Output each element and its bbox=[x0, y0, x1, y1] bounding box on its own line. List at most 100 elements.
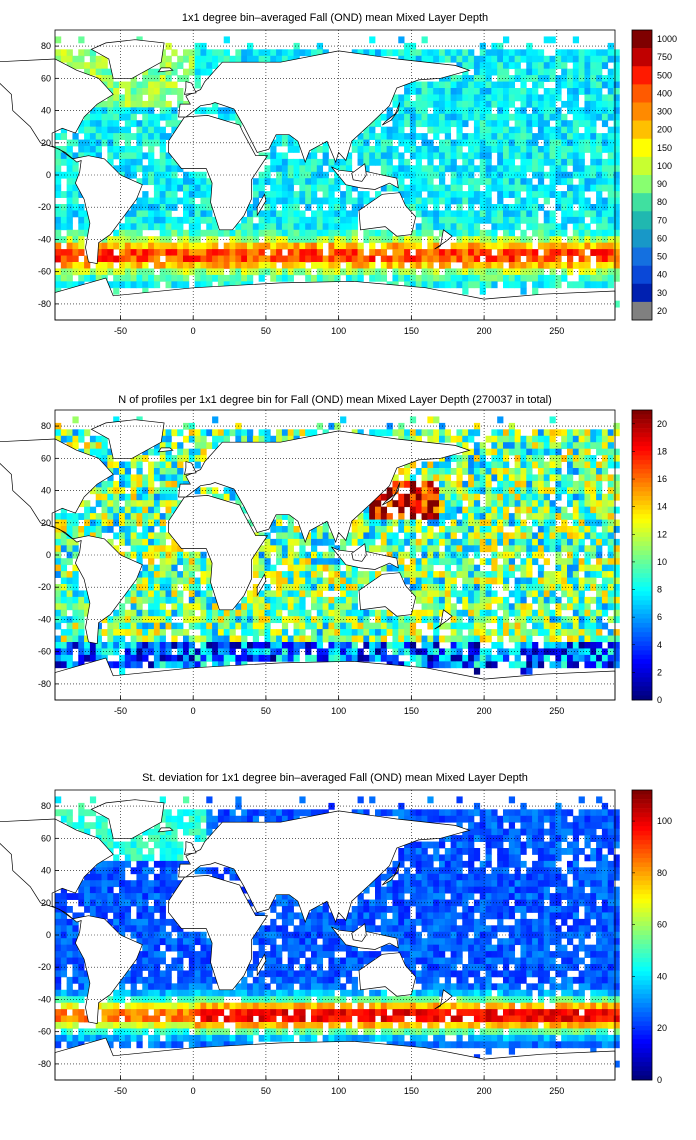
colorbar-label: 60 bbox=[657, 920, 667, 930]
x-tick-label: 0 bbox=[191, 326, 196, 336]
colorbar-label: 4 bbox=[657, 640, 662, 650]
x-tick-label: 200 bbox=[477, 326, 492, 336]
map-panel-count: N of profiles per 1x1 degree bin for Fal… bbox=[0, 380, 696, 760]
colorbar-swatch bbox=[632, 193, 652, 212]
map-title: St. deviation for 1x1 degree bin–average… bbox=[142, 772, 528, 784]
x-tick-label: 100 bbox=[331, 326, 346, 336]
y-tick-label: 0 bbox=[46, 170, 51, 180]
y-tick-label: 60 bbox=[41, 833, 51, 843]
y-tick-label: -80 bbox=[38, 299, 51, 309]
colorbar-label: 18 bbox=[657, 446, 667, 456]
x-tick-label: -50 bbox=[114, 706, 127, 716]
colorbar-label: 1000 bbox=[657, 34, 677, 44]
colorbar-label: 150 bbox=[657, 143, 672, 153]
colorbar-label: 70 bbox=[657, 215, 667, 225]
grid-lines bbox=[55, 790, 615, 1080]
colorbar-label: 500 bbox=[657, 70, 672, 80]
colorbar-label: 8 bbox=[657, 585, 662, 595]
colorbar-label: 200 bbox=[657, 125, 672, 135]
y-tick-label: -60 bbox=[38, 267, 51, 277]
x-tick-label: 50 bbox=[261, 326, 271, 336]
colorbar-swatch bbox=[632, 84, 652, 103]
colorbar-label: 0 bbox=[657, 695, 662, 705]
colorbar-swatch bbox=[632, 30, 652, 49]
field-cells bbox=[55, 36, 620, 308]
colorbar-label: 100 bbox=[657, 161, 672, 171]
y-tick-label: 40 bbox=[41, 866, 51, 876]
map-title: 1x1 degree bin–averaged Fall (OND) mean … bbox=[181, 12, 489, 24]
colorbar-label: 80 bbox=[657, 197, 667, 207]
y-tick-label: -20 bbox=[38, 582, 51, 592]
x-tick-label: 250 bbox=[549, 706, 564, 716]
y-tick-label: -60 bbox=[38, 1027, 51, 1037]
x-tick-label: 150 bbox=[404, 326, 419, 336]
y-tick-label: 40 bbox=[41, 486, 51, 496]
colorbar-label: 14 bbox=[657, 502, 667, 512]
colorbar-swatch bbox=[632, 48, 652, 67]
colorbar-label: 80 bbox=[657, 868, 667, 878]
colorbar-swatch bbox=[632, 265, 652, 285]
coastlines bbox=[0, 799, 616, 1081]
colorbar-label: 100 bbox=[657, 816, 672, 826]
x-tick-label: 50 bbox=[261, 706, 271, 716]
y-tick-label: 60 bbox=[41, 73, 51, 83]
x-tick-label: 250 bbox=[549, 1086, 564, 1096]
y-tick-label: -80 bbox=[38, 1059, 51, 1069]
colorbar-swatch bbox=[632, 120, 652, 140]
y-tick-label: -20 bbox=[38, 962, 51, 972]
x-tick-label: 200 bbox=[477, 1086, 492, 1096]
colorbar-label: 20 bbox=[657, 419, 667, 429]
grid-lines bbox=[55, 30, 615, 320]
colorbar-label: 30 bbox=[657, 288, 667, 298]
colorbar-label: 16 bbox=[657, 474, 667, 484]
x-tick-label: 50 bbox=[261, 1086, 271, 1096]
y-tick-label: 20 bbox=[41, 898, 51, 908]
colorbar-label: 300 bbox=[657, 107, 672, 117]
colorbar-swatch bbox=[632, 283, 652, 303]
y-tick-label: 40 bbox=[41, 106, 51, 116]
colorbar-label: 60 bbox=[657, 233, 667, 243]
map-plot-count: -50 0 50 100 150 200 250806040200-20-40-60-802… bbox=[0, 409, 667, 716]
map-panel-mld: 1x1 degree bin–averaged Fall (OND) mean … bbox=[0, 0, 696, 380]
colorbar-label: 20 bbox=[657, 1023, 667, 1033]
colorbar-swatch bbox=[632, 138, 652, 158]
y-tick-label: -40 bbox=[38, 614, 51, 624]
map-panel-std: St. deviation for 1x1 degree bin–average… bbox=[0, 760, 696, 1140]
colorbar-label: 20 bbox=[657, 306, 667, 316]
colorbar-swatch bbox=[632, 66, 652, 85]
y-tick-label: 20 bbox=[41, 518, 51, 528]
y-tick-label: -20 bbox=[38, 202, 51, 212]
y-tick-label: 0 bbox=[46, 550, 51, 560]
y-tick-label: 20 bbox=[41, 138, 51, 148]
y-tick-label: 80 bbox=[41, 801, 51, 811]
colorbar: 100 80 60 40 20 0 bbox=[631, 789, 672, 1085]
colorbar-label: 90 bbox=[657, 179, 667, 189]
map-plot-std: -50 0 50 100 150 200 250806040200-20-40-60-801… bbox=[0, 789, 672, 1096]
x-tick-label: 150 bbox=[404, 1086, 419, 1096]
x-tick-label: -50 bbox=[114, 1086, 127, 1096]
colorbar-label: 750 bbox=[657, 52, 672, 62]
map-plot-mld: -50 0 50 100 150 200 250806040200-20-40-60-801… bbox=[0, 29, 677, 336]
map-title: N of profiles per 1x1 degree bin for Fal… bbox=[118, 394, 552, 406]
colorbar-swatch bbox=[632, 102, 652, 121]
x-tick-label: -50 bbox=[114, 326, 127, 336]
y-tick-label: -80 bbox=[38, 679, 51, 689]
colorbar-label: 10 bbox=[657, 557, 667, 567]
x-tick-label: 100 bbox=[331, 1086, 346, 1096]
y-tick-label: 80 bbox=[41, 421, 51, 431]
colorbar-label: 0 bbox=[657, 1075, 662, 1085]
colorbar-swatch bbox=[632, 247, 652, 266]
x-tick-label: 0 bbox=[191, 1086, 196, 1096]
colorbar-swatch bbox=[632, 301, 652, 321]
colorbar-label: 12 bbox=[657, 529, 667, 539]
y-tick-label: 0 bbox=[46, 930, 51, 940]
colorbar: 1000 750 500 400 300 200 150 100 90 80 70 60 50 40 30 2… bbox=[631, 29, 677, 321]
x-tick-label: 150 bbox=[404, 706, 419, 716]
colorbar-label: 6 bbox=[657, 612, 662, 622]
x-tick-label: 200 bbox=[477, 706, 492, 716]
x-tick-label: 0 bbox=[191, 706, 196, 716]
field-cells bbox=[55, 416, 620, 675]
grid-lines bbox=[55, 410, 615, 700]
colorbar-label: 400 bbox=[657, 88, 672, 98]
